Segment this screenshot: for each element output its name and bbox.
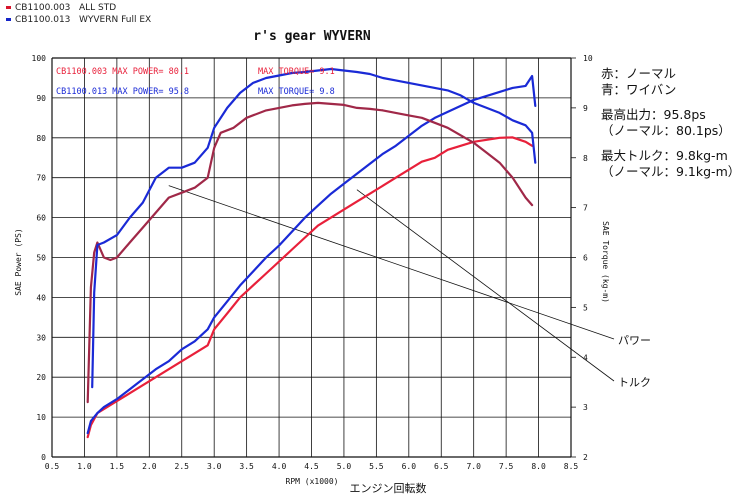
annotation-wyvern-torque: MAX TORQUE= 9.8	[258, 87, 335, 97]
y-left-tick-label: 50	[36, 254, 46, 263]
x-axis-label-jp: エンジン回転数	[350, 482, 427, 495]
x-tick-label: 4.5	[304, 462, 319, 471]
grid	[51, 57, 576, 458]
x-tick-label: 3.0	[207, 462, 222, 471]
note-max-torque: 最大トルク：9.8kg-m	[601, 148, 728, 163]
x-axis-label: RPM (x1000)	[286, 477, 339, 486]
legend-item-std: CB1100.003 ALL STD	[6, 3, 116, 13]
y-left-tick-label: 90	[36, 94, 46, 103]
series-line-power-1	[86, 74, 537, 435]
legend-label-std: ALL STD	[79, 3, 117, 13]
series-line-power-0	[86, 136, 534, 439]
x-tick-label: 7.5	[499, 462, 514, 471]
note-max-power-normal: （ノーマル：80.1ps）	[601, 123, 731, 138]
series-line-torque-2	[86, 101, 534, 404]
note-max-torque-normal: （ノーマル：9.1kg-m）	[601, 164, 741, 179]
legend-id-std: CB1100.003	[15, 3, 71, 13]
legend-swatch-wyvern	[6, 18, 11, 21]
x-tick-label: 3.5	[239, 462, 254, 471]
annotation-std-torque: MAX TORQUE= 9.1	[258, 67, 335, 77]
axis-ticks: 0.5 1.0 1.5 2.0 2.5 3.0 3.5 4.0 4.5 5.0 5.5 6.0 6.5 7…	[32, 54, 593, 471]
x-tick-label: 5.5	[369, 462, 384, 471]
y-axis-left-label: SAE Power (PS)	[14, 228, 23, 295]
callout-power-label: パワー	[618, 334, 651, 347]
legend-swatch-std	[6, 6, 11, 9]
x-tick-label: 7.0	[466, 462, 481, 471]
y-left-tick-label: 0	[41, 453, 46, 462]
y-right-tick-label: 7	[583, 204, 588, 213]
y-right-tick-label: 2	[583, 453, 588, 462]
y-left-tick-label: 70	[36, 174, 46, 183]
y-left-tick-label: 80	[36, 134, 46, 143]
notes-panel: 赤：ノーマル 青：ワイバン 最高出力：95.8ps （ノーマル：80.1ps） …	[601, 66, 740, 180]
y-left-tick-label: 100	[32, 54, 47, 63]
x-tick-label: 4.0	[272, 462, 287, 471]
x-tick-label: 5.0	[337, 462, 352, 471]
x-tick-label: 6.5	[434, 462, 449, 471]
y-axis-right-label: SAE Torque (kg-m)	[601, 221, 610, 303]
y-right-tick-label: 3	[583, 403, 588, 412]
y-right-tick-label: 5	[583, 303, 588, 312]
x-tick-label: 1.5	[110, 462, 125, 471]
note-blue-label: 青：ワイバン	[601, 82, 677, 97]
note-red-label: 赤：ノーマル	[601, 66, 677, 81]
callout-lines	[168, 185, 615, 382]
x-tick-label: 8.5	[564, 462, 579, 471]
y-right-tick-label: 8	[583, 154, 588, 163]
annotation-std-power: CB1100.003 MAX POWER= 80.1	[56, 67, 189, 77]
x-tick-label: 6.0	[402, 462, 417, 471]
y-right-tick-label: 10	[583, 54, 593, 63]
y-left-tick-label: 30	[36, 333, 46, 342]
x-tick-label: 2.5	[175, 462, 190, 471]
x-tick-label: 2.0	[142, 462, 157, 471]
y-left-tick-label: 60	[36, 214, 46, 223]
y-left-tick-label: 10	[36, 413, 46, 422]
chart-title: r's gear WYVERN	[253, 29, 371, 44]
torque-callout-line	[356, 189, 615, 382]
legend-id-wyvern: CB1100.013	[15, 15, 71, 25]
x-tick-label: 1.0	[77, 462, 92, 471]
series-line-torque-3	[91, 67, 537, 389]
y-right-tick-label: 4	[583, 353, 588, 362]
y-right-tick-label: 9	[583, 104, 588, 113]
legend-item-wyvern: CB1100.013 WYVERN Full EX	[6, 15, 151, 25]
x-tick-label: 0.5	[45, 462, 60, 471]
legend-label-wyvern: WYVERN Full EX	[79, 15, 152, 25]
annotation-wyvern-power: CB1100.013 MAX POWER= 95.8	[56, 87, 189, 97]
y-left-tick-label: 20	[36, 373, 46, 382]
power-callout-line	[168, 185, 615, 340]
series-lines	[86, 67, 537, 439]
y-left-tick-label: 40	[36, 293, 46, 302]
callout-torque-label: トルク	[618, 376, 651, 389]
x-tick-label: 8.0	[531, 462, 546, 471]
note-max-power: 最高出力：95.8ps	[601, 107, 706, 122]
y-right-tick-label: 6	[583, 254, 588, 263]
